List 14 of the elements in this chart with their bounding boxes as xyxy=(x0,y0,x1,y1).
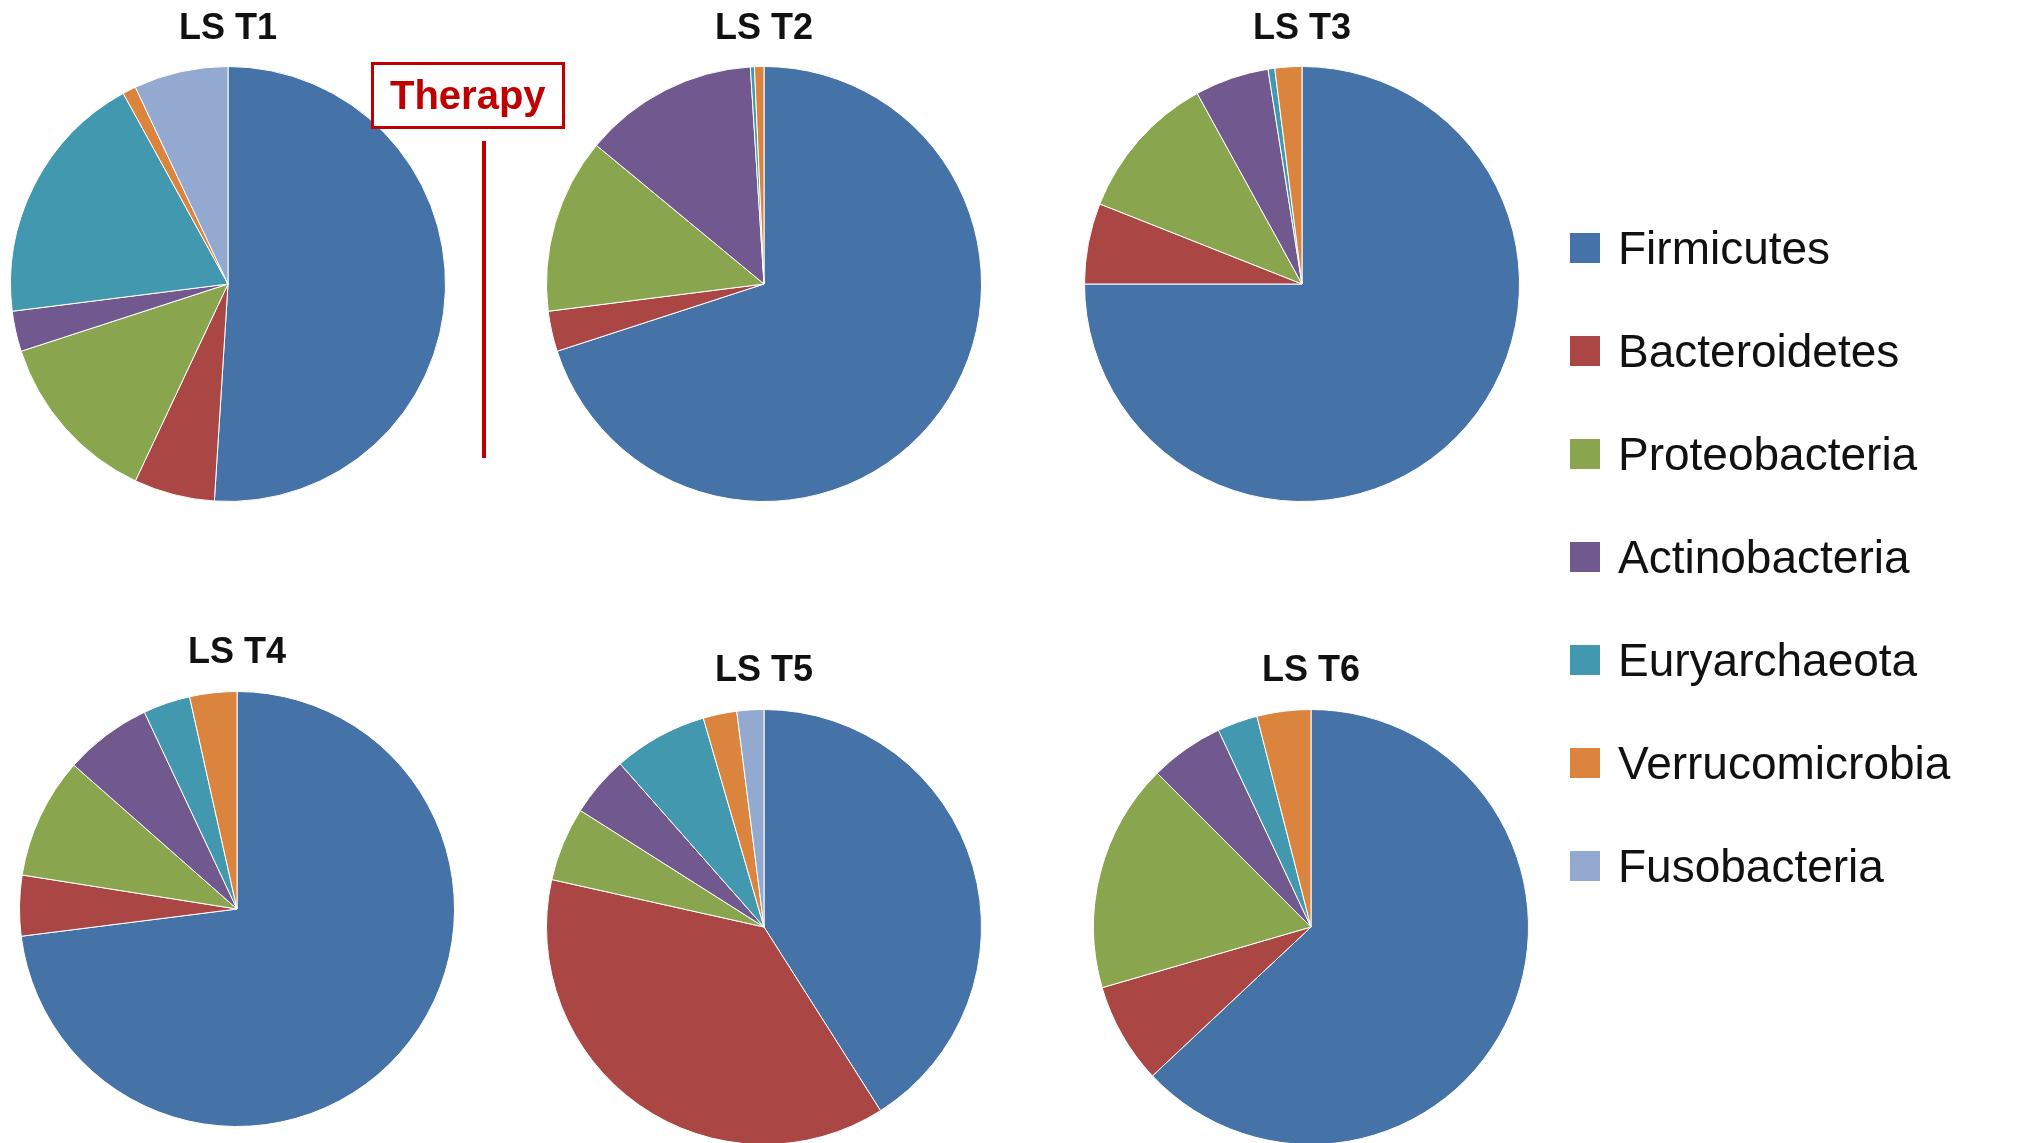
chart-title: LS T5 xyxy=(714,648,814,690)
legend-label: Fusobacteria xyxy=(1618,838,1884,893)
chart-title: LS T2 xyxy=(714,6,814,48)
chart-title: LS T6 xyxy=(1261,648,1361,690)
chart-title: LS T1 xyxy=(178,6,278,48)
chart-title: LS T3 xyxy=(1252,6,1352,48)
text: Therapy xyxy=(371,62,565,129)
legend-label: Firmicutes xyxy=(1618,220,1831,275)
legend-label: Verrucomicrobia xyxy=(1618,735,1951,790)
chart-title: LS T4 xyxy=(187,630,287,672)
legend-label: Euryarchaeota xyxy=(1618,632,1918,687)
legend-label: Proteobacteria xyxy=(1618,426,1918,481)
legend-label: Actinobacteria xyxy=(1618,529,1910,584)
legend-label: Bacteroidetes xyxy=(1618,323,1900,378)
